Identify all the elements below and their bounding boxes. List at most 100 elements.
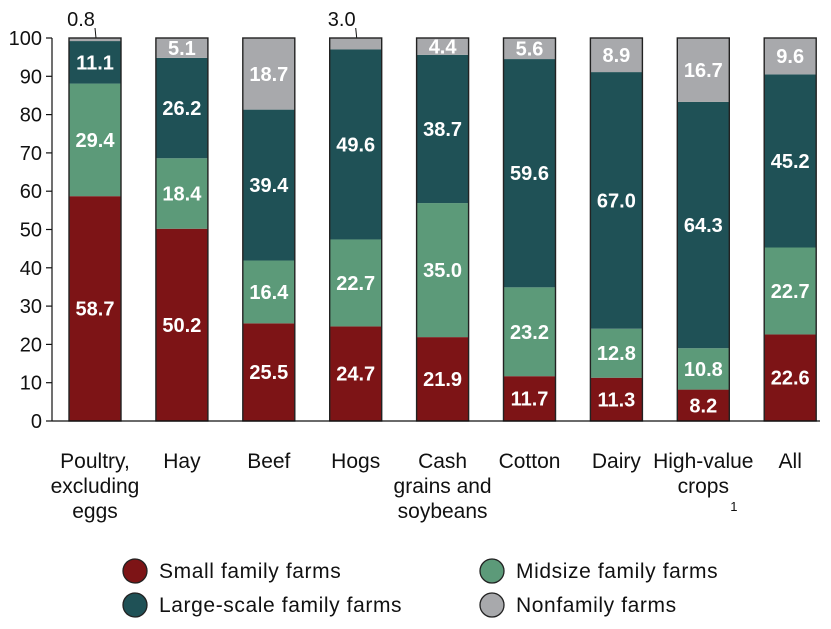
data-label: 5.6: [516, 38, 544, 60]
bar-segment: [590, 377, 643, 421]
bar-segment: [503, 287, 556, 377]
category-label: Cotton: [499, 450, 561, 473]
bar-segment: [69, 196, 121, 421]
data-label: 50.2: [162, 315, 201, 337]
bar-stack: 25.5 16.4 39.4 18.7: [242, 37, 296, 422]
bar-segment: [590, 328, 643, 378]
bar-segment: [764, 37, 817, 75]
bar-segment: [242, 109, 295, 261]
data-label: 16.7: [684, 60, 723, 82]
data-label: 24.7: [336, 364, 375, 386]
y-tick-label: 50: [20, 220, 42, 242]
bar-stack: 11.3 12.8 67.0 8.9: [589, 37, 644, 422]
category-label: Hay: [163, 450, 201, 473]
bar-segment: [503, 59, 556, 288]
category-label: Hogs: [331, 450, 380, 473]
bar-segment: [764, 247, 817, 335]
data-label: 39.4: [249, 175, 289, 197]
y-tick-label: 20: [20, 334, 42, 356]
category-label: Cash: [418, 450, 467, 473]
y-tick-label: 30: [20, 296, 42, 318]
bar-segment: [242, 260, 295, 324]
data-label: 29.4: [76, 130, 116, 152]
bar-segment: [329, 49, 382, 240]
legend-swatch: [122, 558, 148, 584]
data-label: 9.6: [776, 46, 804, 68]
category-label: Poultry,: [60, 450, 130, 473]
bar-segment: [416, 54, 469, 204]
data-label: 49.6: [336, 134, 375, 156]
bar-segment: [329, 239, 382, 327]
bar-stack: 22.6 22.7 45.2 9.6: [763, 37, 817, 422]
bar-segment: [69, 38, 121, 42]
bar-segment: [155, 57, 208, 159]
bar-segment: [764, 334, 817, 421]
data-label: 21.9: [423, 369, 462, 391]
y-tick-label: 10: [20, 373, 42, 395]
legend-swatch: [122, 592, 148, 618]
category-label: crops: [678, 475, 729, 498]
category-label: High-value: [653, 450, 753, 473]
y-tick-label: 70: [20, 143, 42, 165]
legend-label: Large-scale family farms: [159, 594, 402, 617]
bar-segment: [155, 38, 208, 58]
bar-stack: 8.2 10.8 64.3 16.7: [676, 37, 730, 422]
bar-segment: [416, 337, 469, 421]
category-label: eggs: [72, 500, 118, 523]
data-label: 11.3: [597, 389, 635, 411]
bar-segment: [677, 38, 730, 102]
bar-segment: [416, 203, 469, 338]
category-label: excluding: [51, 475, 140, 498]
data-label: 26.2: [162, 98, 201, 120]
bar-segment: [503, 37, 556, 60]
data-label: 38.7: [423, 119, 462, 141]
bar-segment: [155, 228, 208, 421]
category-label: grains and: [394, 475, 492, 498]
legend-label: Small family farms: [159, 560, 341, 583]
data-label: 4.4: [429, 36, 458, 58]
bar-segment: [503, 376, 556, 421]
data-label: 16.4: [249, 282, 289, 304]
bar-segment: [677, 348, 730, 390]
bar-segment: [69, 41, 121, 84]
data-label: 25.5: [249, 362, 288, 384]
data-label: 23.2: [510, 322, 549, 344]
bar-segment: [329, 38, 382, 50]
data-label: 58.7: [76, 299, 115, 321]
leader-line: [94, 27, 97, 39]
category-footnote: 1: [730, 499, 737, 514]
bar-segment: [242, 38, 295, 110]
leader-line: [355, 27, 358, 39]
bar-segment: [416, 38, 469, 55]
y-tick-label: 0: [31, 411, 42, 433]
bar-stack: 11.7 23.2 59.6 5.6: [502, 37, 557, 422]
y-tick-label: 80: [20, 105, 42, 127]
data-label: 22.7: [771, 281, 810, 303]
bar-segment: [329, 326, 382, 421]
data-label: 18.4: [162, 183, 202, 205]
data-label: 8.2: [689, 395, 717, 417]
bar-segment: [242, 323, 295, 421]
bar-segment: [155, 158, 208, 229]
data-label: 12.8: [597, 343, 636, 365]
data-label: 5.1: [168, 38, 196, 60]
data-label: 22.7: [336, 273, 375, 295]
data-label: 10.8: [684, 359, 723, 381]
y-tick-label: 100: [9, 28, 42, 50]
data-label: 35.0: [423, 260, 462, 282]
category-label: Dairy: [592, 450, 642, 473]
bar-stack: 21.9 35.0 38.7 4.4: [415, 36, 470, 422]
y-tick-label: 60: [20, 181, 42, 203]
category-label: Beef: [247, 450, 290, 473]
y-tick-label: 90: [20, 66, 42, 88]
legend-swatch: [479, 558, 505, 584]
bar-segment: [590, 72, 643, 329]
data-label: 67.0: [597, 190, 636, 212]
data-label-outside: 3.0: [328, 9, 356, 31]
bar-stack: 50.2 18.4 26.2 5.1: [155, 37, 209, 422]
data-label: 45.2: [771, 151, 810, 173]
data-label: 18.7: [249, 64, 288, 86]
bar-stack: 58.7 29.4 11.1 0.8: [67, 9, 122, 422]
bar-segment: [764, 74, 817, 248]
